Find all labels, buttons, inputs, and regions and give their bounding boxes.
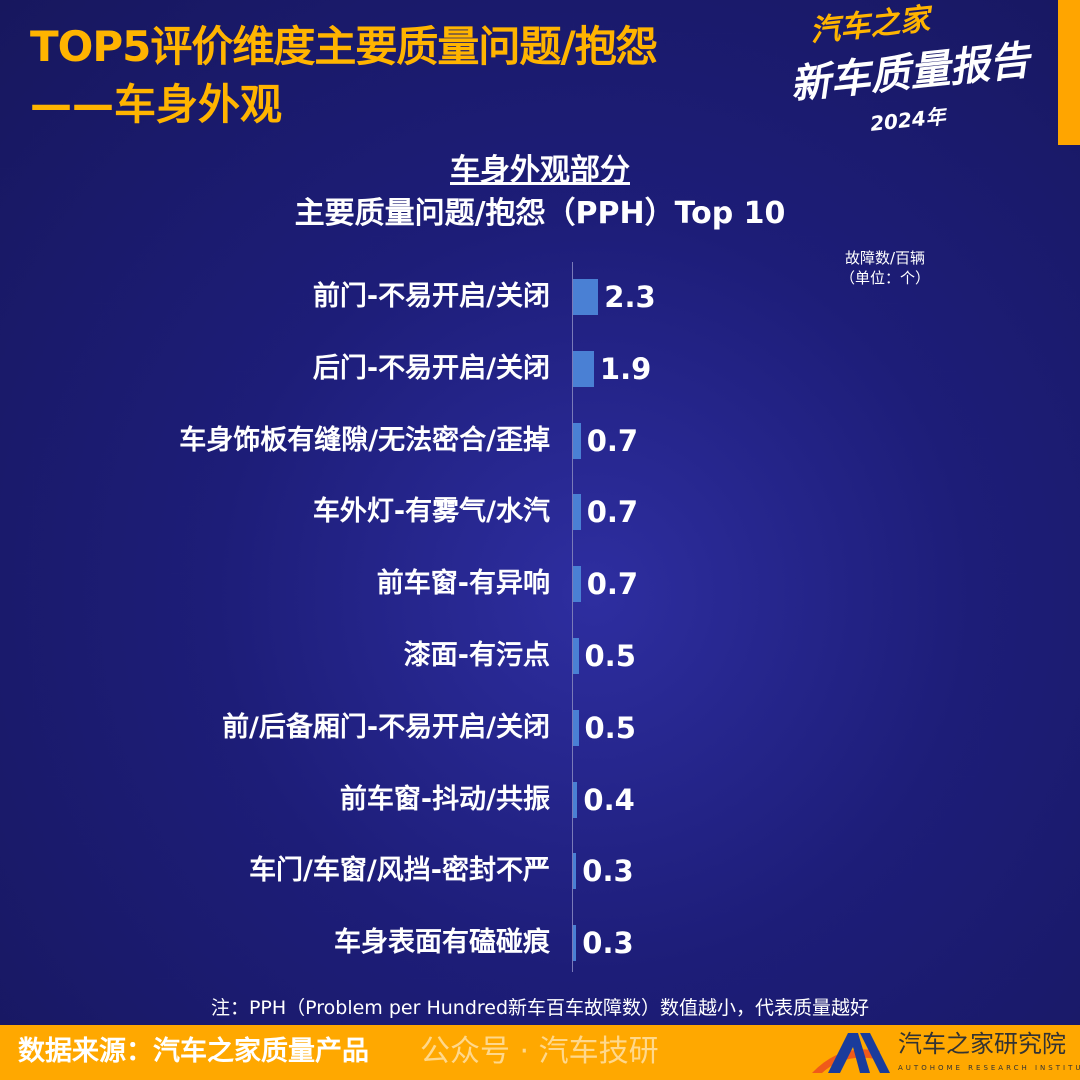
bar-row: 车身表面有磕碰痕 0.3 bbox=[0, 923, 1080, 963]
logo-year: 2024年 bbox=[868, 104, 947, 136]
chart-subtitle: 主要质量问题/抱怨（PPH）Top 10 bbox=[294, 196, 786, 231]
bar-row: 前车窗-有异响 0.7 bbox=[0, 564, 1080, 604]
bar-row: 车外灯-有雾气/水汽 0.7 bbox=[0, 492, 1080, 532]
bar-row: 车身饰板有缝隙/无法密合/歪掉 0.7 bbox=[0, 421, 1080, 461]
footnote: 注：PPH（Problem per Hundred新车百车故障数）数值越小，代表… bbox=[210, 997, 870, 1019]
data-label: 1.9 bbox=[599, 351, 652, 386]
bar bbox=[573, 566, 581, 603]
institute-name: 汽车之家研究院 bbox=[898, 1030, 1066, 1058]
page-title: TOP5评价维度主要质量问题/抱怨 bbox=[30, 22, 658, 71]
bar-row: 漆面-有污点 0.5 bbox=[0, 636, 1080, 676]
unit-line1: 故障数/百辆 bbox=[844, 249, 926, 267]
bar-row: 前门-不易开启/关闭 2.3 bbox=[0, 277, 1080, 317]
bar bbox=[573, 638, 579, 674]
bar bbox=[573, 279, 599, 315]
category-label: 车外灯-有雾气/水汽 bbox=[312, 496, 550, 528]
category-label: 前车窗-抖动/共振 bbox=[339, 783, 550, 815]
accent-bar bbox=[1058, 0, 1080, 145]
institute-name-en: AUTOHOME RESEARCH INSTITUTE bbox=[898, 1064, 1080, 1072]
watermark: 公众号 · 汽车技研 bbox=[420, 1034, 659, 1069]
bar-row: 前/后备厢门-不易开启/关闭 0.5 bbox=[0, 708, 1080, 748]
data-label: 0.5 bbox=[584, 639, 636, 673]
logo-brand: 汽车之家 bbox=[808, 1, 932, 50]
data-source: 数据来源：汽车之家质量产品 bbox=[18, 1036, 369, 1067]
bar bbox=[573, 422, 581, 459]
footer: 数据来源：汽车之家质量产品 公众号 · 汽车技研 汽车之家研究院 AUTOHOM… bbox=[0, 1025, 1080, 1080]
data-label: 0.7 bbox=[586, 567, 639, 602]
institute-logo-icon bbox=[812, 1033, 890, 1073]
bar bbox=[573, 494, 581, 531]
unit-label: 故障数/百辆 （单位：个） bbox=[815, 248, 955, 288]
unit-line2: （单位：个） bbox=[839, 269, 930, 287]
category-label: 前车窗-有异响 bbox=[376, 568, 550, 600]
report-logo: 汽车之家 新车质量报告 2024年 bbox=[788, 1, 1055, 139]
bar bbox=[573, 925, 577, 962]
category-label: 车身饰板有缝隙/无法密合/歪掉 bbox=[179, 424, 550, 456]
bar bbox=[573, 781, 578, 818]
institute-logo: 汽车之家研究院 AUTOHOME RESEARCH INSTITUTE bbox=[810, 1029, 1080, 1077]
category-label: 车门/车窗/风挡-密封不严 bbox=[249, 855, 550, 887]
chart-title: 车身外观部分 bbox=[450, 153, 630, 188]
data-label: 2.3 bbox=[604, 280, 656, 314]
category-label: 前门-不易开启/关闭 bbox=[312, 281, 550, 312]
data-label: 0.3 bbox=[582, 854, 634, 889]
bar bbox=[573, 350, 594, 387]
category-label: 漆面-有污点 bbox=[403, 640, 550, 671]
page-subtitle: ——车身外观 bbox=[30, 80, 283, 129]
data-label: 0.3 bbox=[582, 926, 634, 961]
category-label: 前/后备厢门-不易开启/关闭 bbox=[222, 711, 550, 743]
bar bbox=[573, 709, 579, 746]
y-axis-line bbox=[572, 262, 573, 972]
data-label: 0.7 bbox=[586, 495, 639, 530]
category-label: 后门-不易开启/关闭 bbox=[312, 352, 550, 384]
data-label: 0.5 bbox=[584, 710, 636, 745]
bar-row: 前车窗-抖动/共振 0.4 bbox=[0, 780, 1080, 820]
data-label: 0.4 bbox=[583, 782, 635, 817]
bar-row: 车门/车窗/风挡-密封不严 0.3 bbox=[0, 851, 1080, 891]
data-label: 0.7 bbox=[586, 423, 639, 458]
bar bbox=[573, 853, 577, 890]
bar-row: 后门-不易开启/关闭 1.9 bbox=[0, 349, 1080, 389]
category-label: 车身表面有磕碰痕 bbox=[334, 927, 550, 959]
